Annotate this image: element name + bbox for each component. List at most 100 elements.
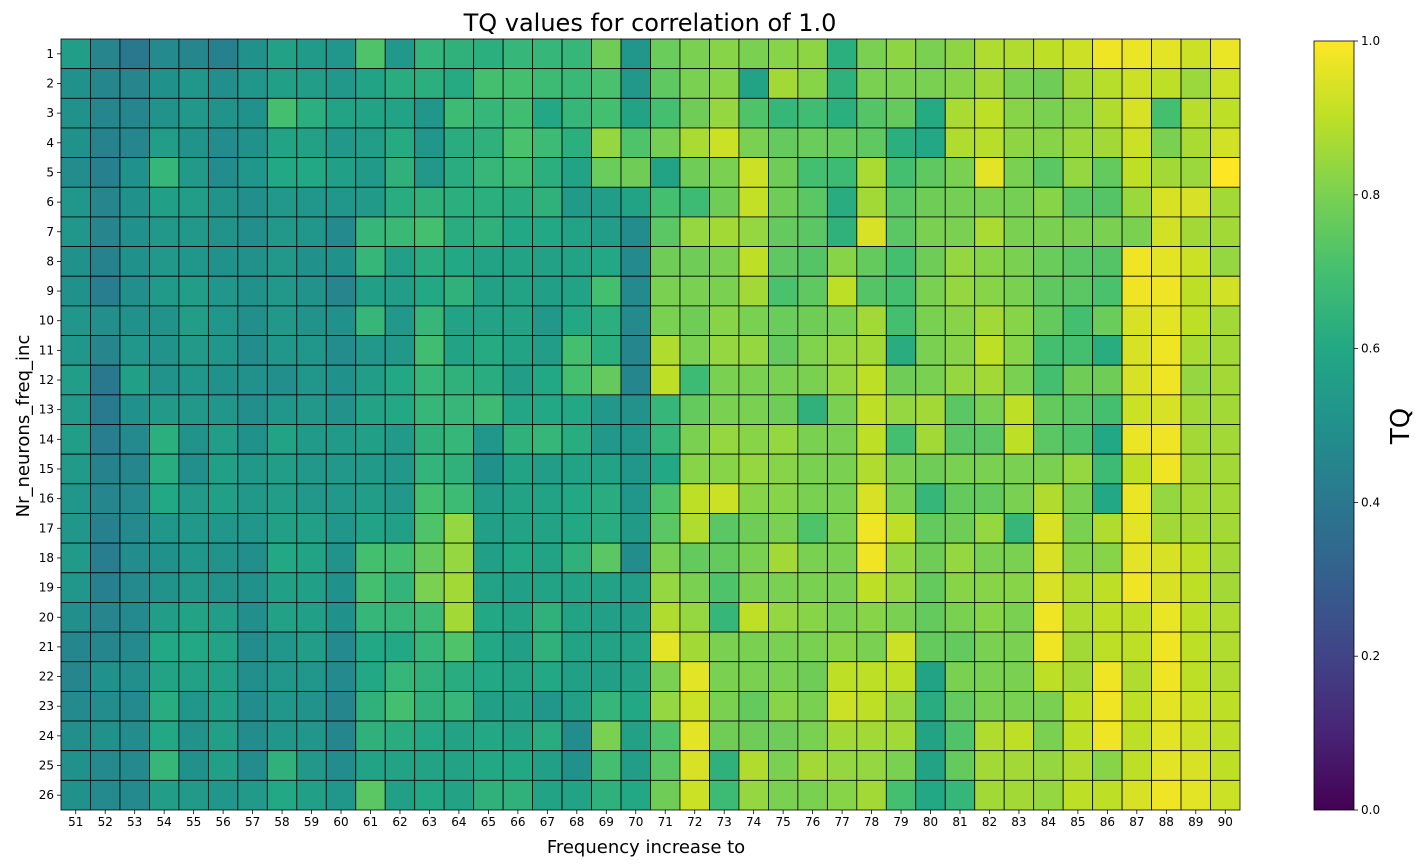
heatmap-cell — [414, 305, 445, 336]
heatmap-cell — [178, 750, 209, 781]
heatmap-cell — [237, 631, 268, 663]
heatmap-cell — [149, 275, 180, 307]
heatmap-cell — [119, 661, 150, 692]
heatmap-cell — [384, 394, 416, 425]
heatmap-cell — [502, 364, 534, 396]
heatmap-cell — [797, 275, 828, 307]
y-tick-label: 2 — [46, 76, 54, 90]
heatmap-cell — [414, 453, 445, 485]
heatmap-cell — [915, 513, 946, 544]
heatmap-cell — [178, 157, 209, 188]
heatmap-cell — [826, 513, 858, 544]
heatmap-cell — [443, 602, 475, 633]
heatmap-cell — [384, 453, 416, 485]
heatmap-cell — [826, 127, 858, 159]
heatmap-cell — [561, 335, 592, 366]
heatmap-cell — [1121, 275, 1152, 307]
heatmap-cell — [826, 750, 858, 781]
heatmap-cell — [709, 661, 740, 692]
heatmap-cell — [1180, 305, 1211, 336]
heatmap-cell — [237, 513, 268, 544]
heatmap-cell — [296, 364, 327, 396]
heatmap-cell — [532, 38, 563, 70]
heatmap-cell — [414, 779, 445, 811]
heatmap-cell — [650, 246, 681, 277]
heatmap-cell — [561, 275, 592, 307]
heatmap-cell — [207, 572, 239, 603]
heatmap-cell — [856, 38, 887, 70]
heatmap-cell — [502, 97, 534, 129]
y-tick-label: 22 — [39, 670, 54, 684]
heatmap-cell — [679, 97, 710, 129]
heatmap-cell — [797, 602, 828, 633]
heatmap-cell — [1092, 483, 1123, 514]
heatmap-cell — [60, 542, 91, 574]
heatmap-cell — [90, 275, 121, 307]
heatmap-cell — [797, 750, 828, 781]
heatmap-cell — [266, 186, 298, 218]
heatmap-cell — [473, 364, 504, 396]
y-tick-label: 18 — [39, 551, 54, 565]
heatmap-cell — [1121, 38, 1152, 70]
heatmap-cell — [119, 68, 150, 99]
heatmap-cell — [532, 335, 563, 366]
heatmap-cell — [325, 542, 357, 574]
heatmap-cell — [650, 97, 681, 129]
heatmap-cell — [207, 779, 239, 811]
heatmap-cell — [178, 275, 209, 307]
heatmap-cell — [797, 97, 828, 129]
heatmap-cell — [826, 68, 858, 99]
heatmap-cell — [944, 661, 976, 692]
heatmap-cell — [650, 779, 681, 811]
heatmap-cell — [325, 394, 357, 425]
heatmap-cell — [709, 335, 740, 366]
heatmap-cell — [1033, 97, 1064, 129]
heatmap-cell — [414, 631, 445, 663]
heatmap-cell — [797, 779, 828, 811]
heatmap-cell — [915, 661, 946, 692]
heatmap-cell — [944, 364, 976, 396]
heatmap-cell — [1210, 424, 1241, 455]
heatmap-cell — [178, 364, 209, 396]
heatmap-cell — [355, 750, 386, 781]
heatmap-cell — [149, 394, 180, 425]
heatmap-cell — [591, 157, 622, 188]
heatmap-cell — [561, 97, 592, 129]
heatmap-cell — [502, 631, 534, 663]
heatmap-cell — [414, 690, 445, 722]
heatmap-cell — [60, 246, 91, 277]
heatmap-cell — [1033, 305, 1064, 336]
heatmap-cell — [797, 453, 828, 485]
heatmap-cell — [119, 720, 150, 752]
heatmap-cell — [149, 157, 180, 188]
heatmap-cell — [1092, 572, 1123, 603]
heatmap-cell — [325, 97, 357, 129]
heatmap-cell — [738, 779, 769, 811]
heatmap-cell — [325, 186, 357, 218]
heatmap-cell — [885, 305, 917, 336]
heatmap-cell — [60, 127, 91, 159]
heatmap-cell — [1003, 720, 1035, 752]
heatmap-cell — [149, 513, 180, 544]
heatmap-cell — [591, 275, 622, 307]
heatmap-cell — [384, 602, 416, 633]
heatmap-cell — [178, 602, 209, 633]
heatmap-cell — [679, 602, 710, 633]
colorbar-tick-label: 0.4 — [1361, 495, 1380, 509]
heatmap-cell — [532, 661, 563, 692]
heatmap-cell — [325, 305, 357, 336]
heatmap-cell — [473, 394, 504, 425]
heatmap-cell — [384, 779, 416, 811]
heatmap-cell — [266, 779, 298, 811]
heatmap-cell — [325, 572, 357, 603]
heatmap-cell — [178, 394, 209, 425]
heatmap-cell — [650, 720, 681, 752]
heatmap-cell — [149, 631, 180, 663]
heatmap-cell — [178, 246, 209, 277]
heatmap-cell — [1121, 97, 1152, 129]
heatmap-cell — [1092, 453, 1123, 485]
heatmap-cell — [768, 779, 799, 811]
heatmap-cell — [561, 513, 592, 544]
heatmap-cell — [561, 157, 592, 188]
heatmap-cell — [325, 68, 357, 99]
